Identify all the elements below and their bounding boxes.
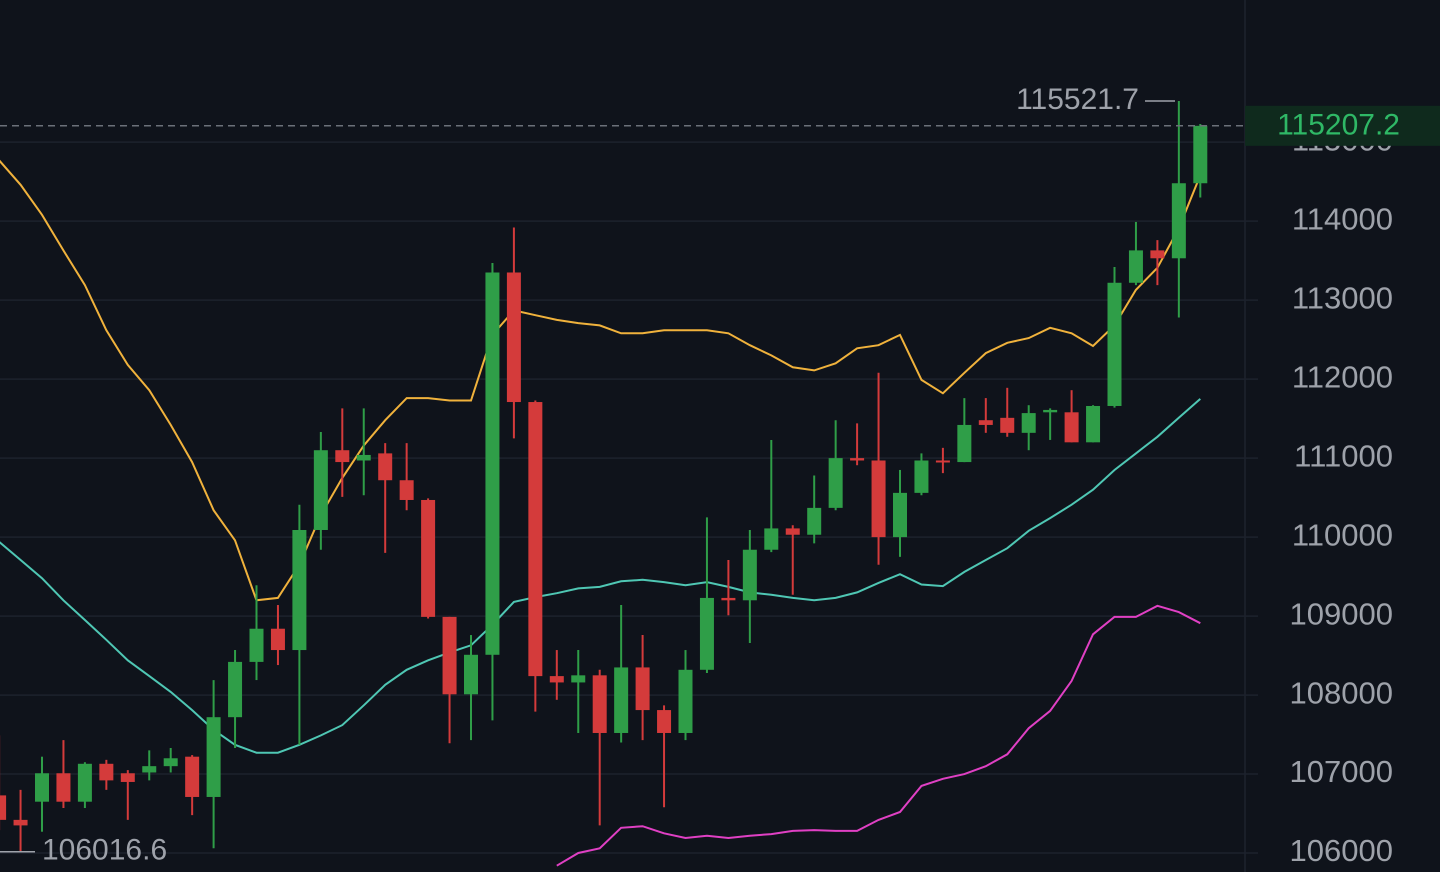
candle-body [785, 528, 800, 535]
candle-body [120, 773, 135, 782]
candle-body [0, 795, 7, 820]
price-axis: 106000 107000 108000 109000 110000 111000 1120… [1290, 122, 1393, 868]
y-tick-label: 112000 [1292, 359, 1393, 394]
candle-body [764, 528, 779, 550]
candle-body [506, 272, 521, 403]
candle-body [871, 460, 886, 538]
candle-body [1021, 413, 1036, 433]
candle-body [464, 654, 478, 695]
candle-body [978, 420, 993, 425]
moving-average-line [0, 398, 1201, 754]
y-tick-label: 108000 [1290, 675, 1393, 710]
candle-body [657, 710, 672, 733]
candle-body [592, 675, 607, 733]
annotations: 115521.7 106016.6 115207.2 [0, 83, 1440, 867]
y-tick-label: 109000 [1290, 596, 1393, 631]
candle-body [99, 763, 114, 781]
last-price-label: 115207.2 [1277, 109, 1400, 142]
candle-body [292, 529, 307, 651]
low-marker-label: 106016.6 [42, 834, 167, 867]
candle-body [1193, 125, 1208, 184]
y-tick-label: 114000 [1292, 201, 1393, 236]
candle-body [1086, 405, 1101, 443]
candle-body [1064, 412, 1079, 443]
candle-body [549, 676, 564, 683]
candle-body [571, 675, 586, 683]
candle-body [228, 661, 243, 718]
y-tick-label: 113000 [1292, 280, 1393, 315]
candle-body [399, 480, 414, 500]
candle-body [378, 453, 393, 481]
candle-body [828, 458, 843, 508]
last-price-box [1245, 105, 1440, 146]
candle-body [1171, 183, 1186, 259]
candle-body [56, 773, 71, 802]
candle-body [935, 460, 950, 463]
candle-body [77, 763, 92, 802]
candle-body [742, 549, 757, 601]
candle-body [356, 454, 371, 461]
candle-body [206, 717, 221, 797]
candle-body [313, 450, 328, 530]
moving-average-line [0, 159, 1202, 602]
y-tick-label: 106000 [1290, 833, 1393, 868]
high-marker-label: 115521.7 [1016, 83, 1139, 116]
candle-body [614, 667, 629, 733]
candle-body [335, 450, 350, 463]
y-tick-label: 107000 [1290, 754, 1393, 789]
candle-body [35, 773, 49, 802]
candle-body [163, 758, 178, 767]
candle-body [699, 597, 714, 670]
candle-body [914, 460, 929, 493]
candle-body [528, 402, 543, 677]
candle-body [807, 507, 822, 535]
candle-body [1043, 409, 1058, 413]
candle-body [1150, 250, 1165, 259]
candle-body [13, 819, 28, 826]
candle-body [485, 272, 500, 655]
candle-body [893, 492, 907, 538]
candle-body [1000, 417, 1015, 433]
candle-body [249, 628, 264, 662]
candle-body [142, 766, 157, 773]
candle-body [850, 458, 865, 461]
candle-body [1107, 282, 1122, 406]
candle-body [442, 616, 457, 695]
moving-averages [0, 159, 1202, 867]
candle-body [421, 499, 436, 617]
candle-body [678, 669, 693, 733]
candle-body [1128, 250, 1143, 283]
candle-body [635, 667, 650, 711]
candle-body [185, 756, 200, 797]
candle-body [270, 628, 285, 651]
candle-body [957, 424, 972, 463]
y-tick-label: 110000 [1292, 517, 1393, 552]
y-tick-label: 111000 [1294, 438, 1393, 473]
candles [0, 100, 1208, 852]
candle-body [721, 597, 736, 601]
moving-average-line [556, 604, 1201, 867]
